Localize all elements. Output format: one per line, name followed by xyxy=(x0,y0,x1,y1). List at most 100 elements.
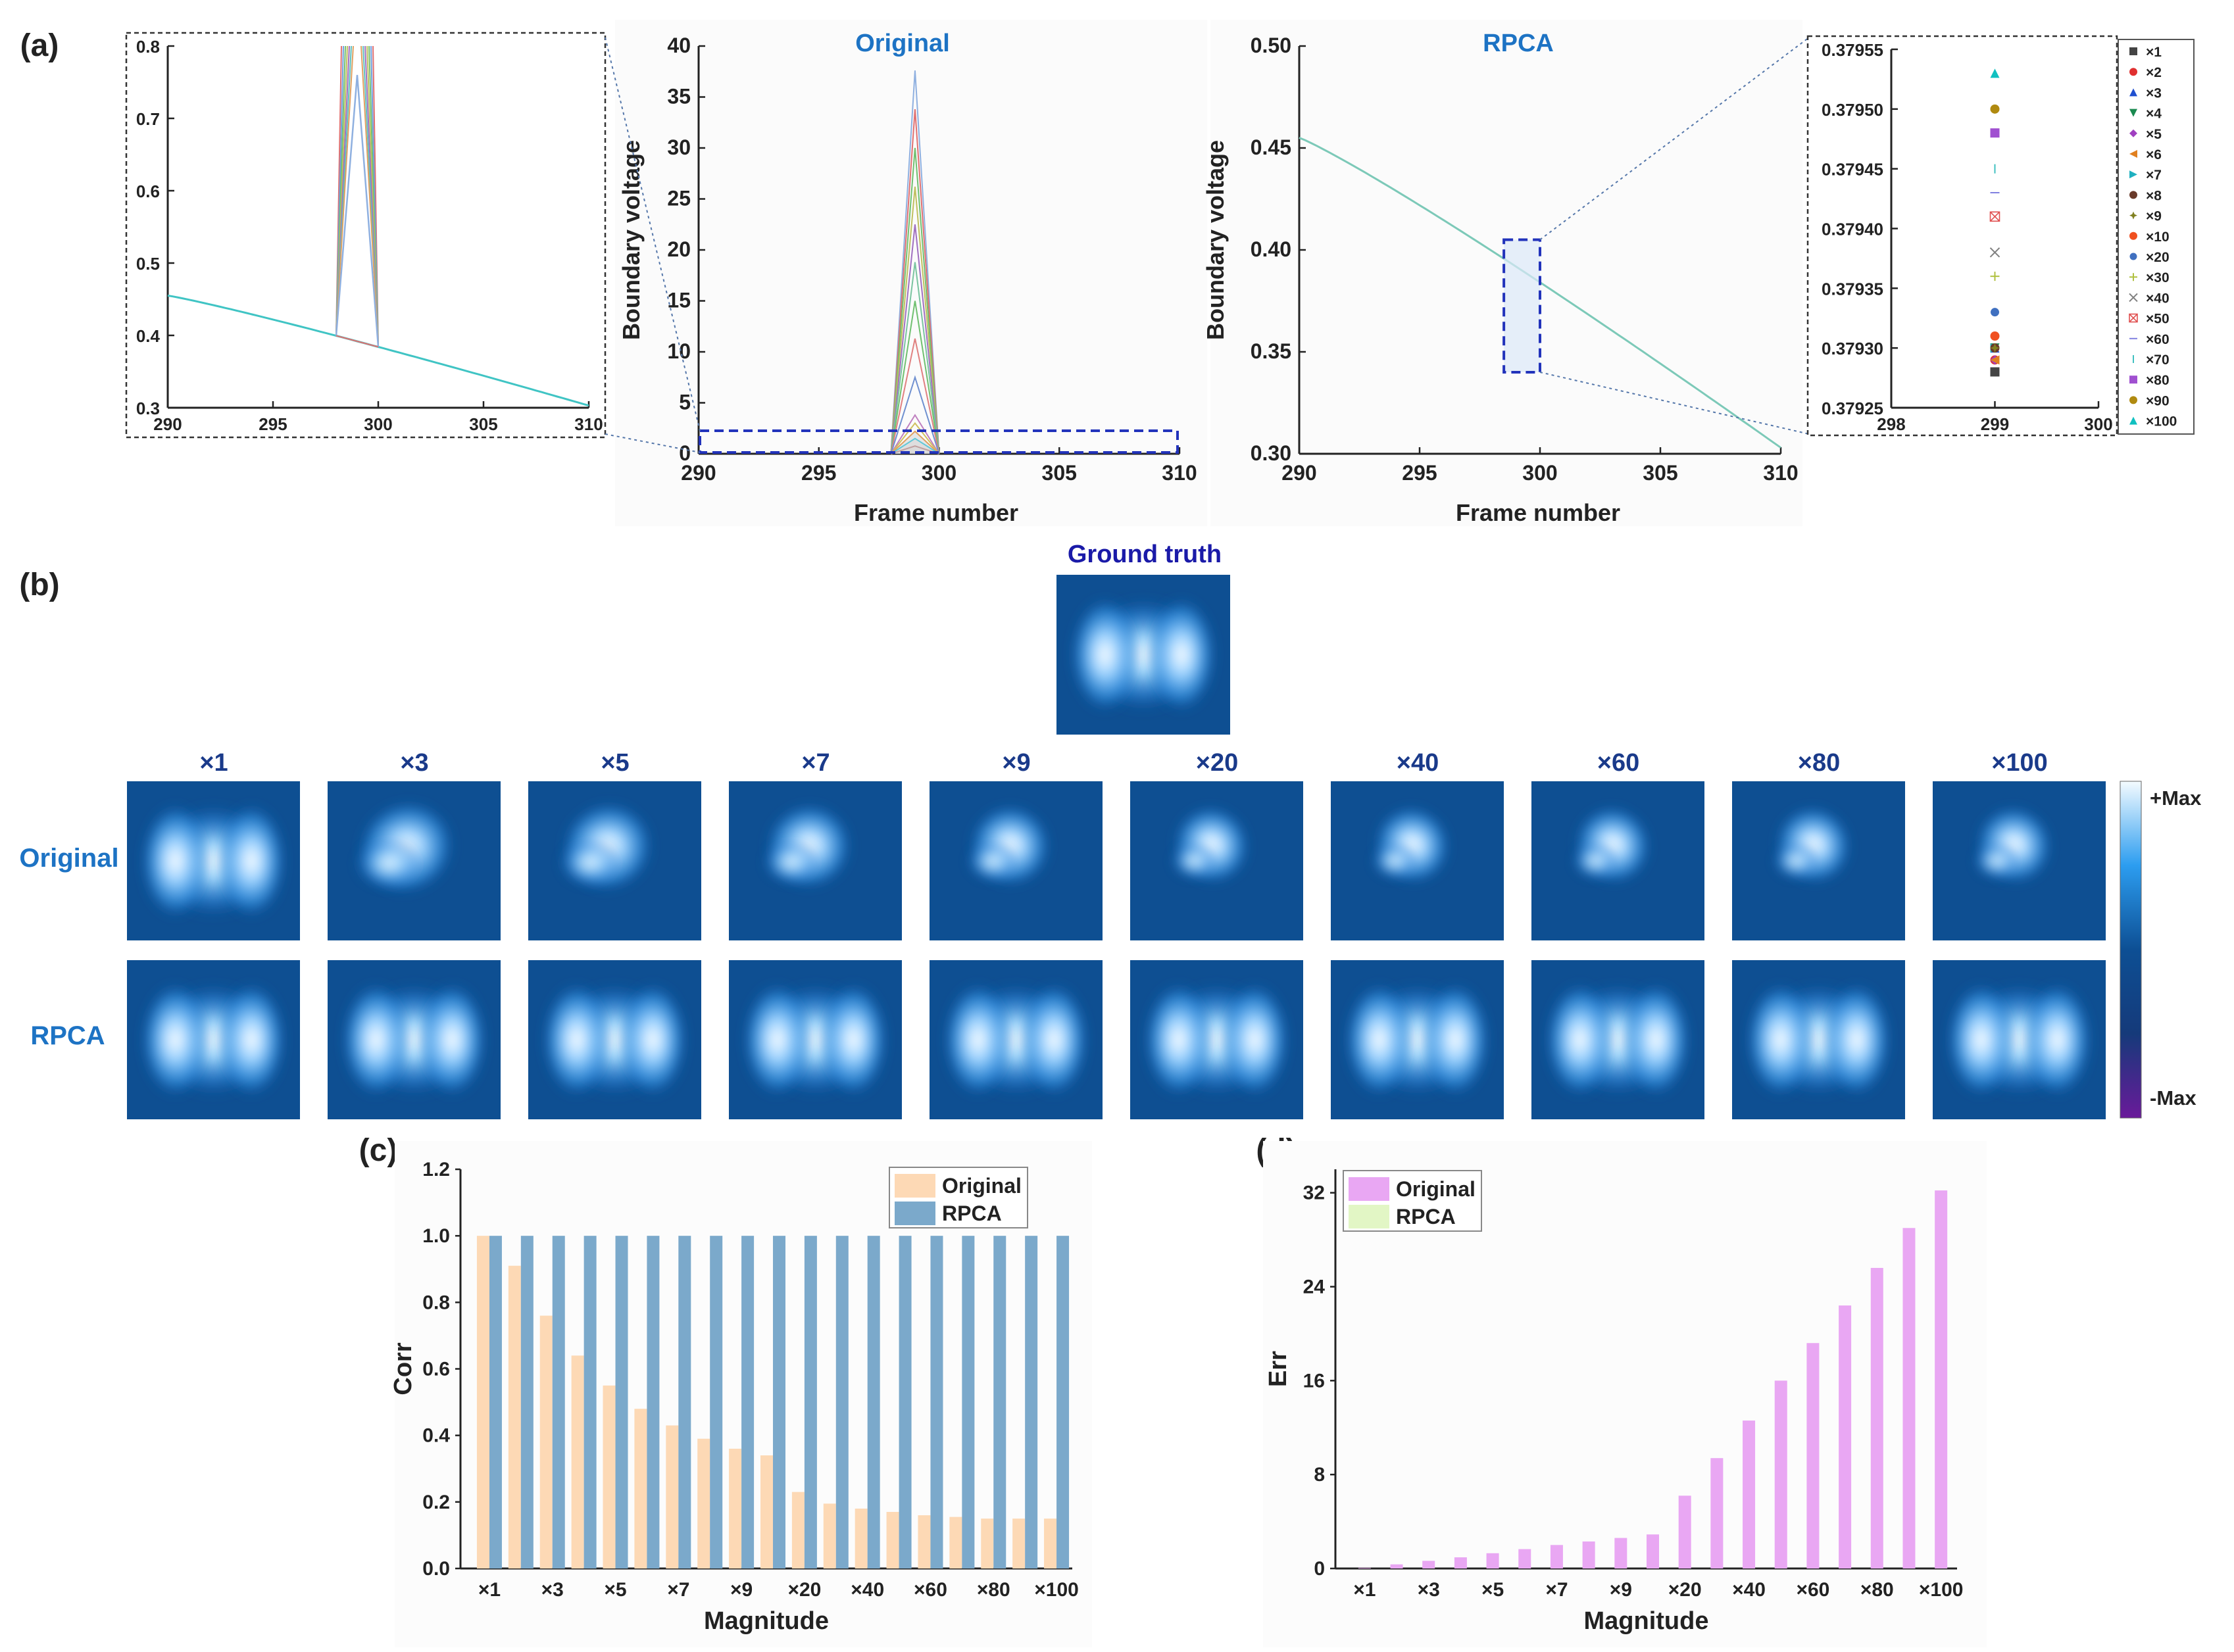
x-tick-label: 305 xyxy=(1643,461,1677,485)
x-tick-label: ×5 xyxy=(1481,1579,1504,1601)
column-label: ×7 xyxy=(801,749,830,777)
bar-rpca xyxy=(647,1236,660,1568)
zoom-connector xyxy=(605,433,701,453)
spike-line-x1 xyxy=(335,74,380,347)
spike-series xyxy=(890,414,940,454)
legend-label: ×4 xyxy=(2146,107,2162,122)
legend-label: ×70 xyxy=(2146,352,2170,368)
bar-original xyxy=(1678,1495,1691,1568)
marker-triangle-right xyxy=(2129,170,2137,179)
bar-rpca xyxy=(520,1236,534,1568)
heatmap-blob xyxy=(1070,597,1140,712)
x-axis-title: Magnitude xyxy=(1584,1607,1709,1635)
legend-swatch xyxy=(895,1174,935,1198)
heatmap-blob xyxy=(141,803,211,919)
legend-label: ×1 xyxy=(2146,45,2162,60)
x-tick-label: 298 xyxy=(1877,414,1905,434)
marker-triangle xyxy=(2129,416,2137,425)
bar-original xyxy=(1044,1518,1057,1568)
marker-x xyxy=(2129,293,2138,303)
x-tick-label: ×80 xyxy=(1860,1579,1894,1601)
x-tick-label: 290 xyxy=(1281,461,1316,485)
y-tick-label: 8 xyxy=(1314,1464,1325,1486)
legend-label: ×60 xyxy=(2146,332,2170,347)
colorbar xyxy=(2120,781,2142,1119)
y-tick-label: 0.37940 xyxy=(1822,220,1883,239)
bar-rpca xyxy=(773,1236,785,1568)
heatmap-blob xyxy=(216,803,286,919)
legend-label: ×9 xyxy=(2146,209,2162,224)
legend-label: ×30 xyxy=(2146,270,2170,285)
x-tick-label: ×9 xyxy=(1610,1579,1632,1601)
x-tick-label: 290 xyxy=(153,414,182,434)
bar-original xyxy=(1710,1458,1724,1568)
heatmap-blob xyxy=(216,982,286,1098)
x-tick-label: 300 xyxy=(1522,461,1557,485)
bar-original xyxy=(918,1515,931,1568)
colorbar-max-label: +Max xyxy=(2150,787,2202,810)
panel-label-a: (a) xyxy=(20,28,59,63)
bar-original xyxy=(949,1517,962,1568)
original-heatmap xyxy=(127,781,300,940)
spike-series xyxy=(890,301,940,454)
x-axis-title: Frame number xyxy=(854,499,1018,526)
heatmap-blob xyxy=(1170,841,1219,881)
y-tick-label: 0.6 xyxy=(422,1359,450,1380)
bar-original xyxy=(1614,1538,1627,1568)
panel-label-b: (b) xyxy=(19,568,59,602)
bar-original xyxy=(1870,1267,1883,1568)
heatmap-blob xyxy=(618,982,687,1098)
y-tick-label: 0.37945 xyxy=(1822,160,1883,180)
zoom-connector xyxy=(1539,372,1810,435)
marker-triangle-down xyxy=(2129,109,2137,117)
spike-series xyxy=(890,147,940,454)
y-tick-label: 32 xyxy=(1303,1182,1325,1204)
legend-label: Original xyxy=(942,1174,1022,1198)
spike-base xyxy=(335,335,379,348)
x-tick-label: 300 xyxy=(922,461,956,485)
heatmap-blob xyxy=(141,982,211,1098)
original-heatmap xyxy=(1732,781,1905,940)
original-heatmap xyxy=(328,781,501,940)
rpca-heatmap xyxy=(930,960,1103,1119)
bar-rpca xyxy=(583,1236,597,1568)
zoom-region-box xyxy=(699,429,1179,454)
spike-series xyxy=(890,422,940,454)
row-label-original: Original xyxy=(19,844,118,873)
legend-label: ×80 xyxy=(2146,373,2170,388)
heatmap-blob xyxy=(1019,982,1089,1098)
bar-rpca xyxy=(835,1236,849,1568)
bar-original xyxy=(1774,1380,1787,1568)
legend-swatch xyxy=(895,1202,935,1225)
legend-label: ×6 xyxy=(2146,147,2162,162)
x-tick-label: 310 xyxy=(574,414,603,434)
legend-label: ×40 xyxy=(2146,291,2170,306)
bar-original xyxy=(634,1409,647,1568)
column-label: ×5 xyxy=(601,749,629,777)
marker-square xyxy=(2129,376,2137,384)
marker-triangle xyxy=(2129,88,2137,97)
x-axis-title: Magnitude xyxy=(704,1607,829,1635)
panel-label-c: (c) xyxy=(359,1133,398,1168)
bar-original xyxy=(1582,1541,1595,1568)
y-axis-title: Corr xyxy=(389,1342,417,1395)
zoom-box-right xyxy=(1806,35,2118,437)
x-tick-label: ×40 xyxy=(851,1579,884,1601)
bar-original xyxy=(1012,1518,1026,1568)
spike-series xyxy=(890,262,940,454)
bar-original xyxy=(571,1355,584,1568)
heatmap-blob xyxy=(542,982,612,1098)
spike-series xyxy=(890,338,940,454)
heatmap-blob xyxy=(1621,982,1691,1098)
y-tick-label: 0.2 xyxy=(422,1492,450,1513)
bar-original xyxy=(729,1448,742,1568)
ground-truth-heatmap xyxy=(1056,575,1230,735)
y-tick-label: 0.30 xyxy=(1251,441,1291,465)
bar-rpca xyxy=(615,1236,628,1568)
legend-label: ×3 xyxy=(2146,85,2162,101)
x-tick-label: ×1 xyxy=(478,1579,501,1601)
y-tick-label: 15 xyxy=(667,289,691,312)
x-tick-label: ×100 xyxy=(1034,1579,1079,1601)
rpca-heatmap xyxy=(528,960,701,1119)
